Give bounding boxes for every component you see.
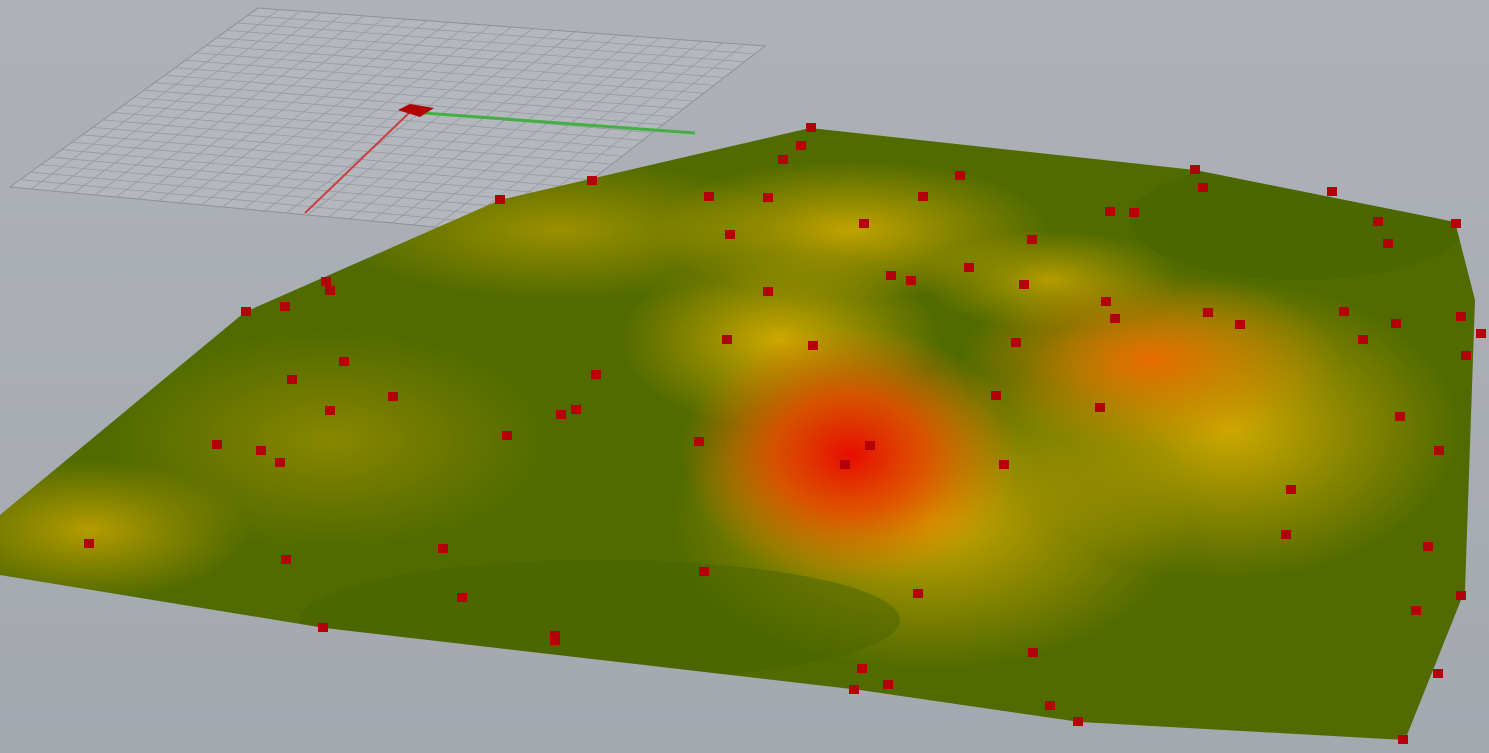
control-point <box>840 460 850 469</box>
control-point <box>495 195 505 204</box>
control-point <box>1327 187 1337 196</box>
control-point <box>1105 207 1115 216</box>
control-point <box>808 341 818 350</box>
control-point <box>1395 412 1405 421</box>
control-point <box>883 680 893 689</box>
control-point <box>280 302 290 311</box>
control-point <box>457 593 467 602</box>
control-point <box>1434 446 1444 455</box>
grid-line <box>51 156 561 204</box>
control-point <box>1101 297 1111 306</box>
control-point <box>918 192 928 201</box>
control-point <box>1286 485 1296 494</box>
control-point <box>857 664 867 673</box>
control-point <box>913 589 923 598</box>
control-point <box>1045 701 1055 710</box>
control-point <box>1095 403 1105 412</box>
grid-line <box>20 179 531 228</box>
control-point <box>1027 235 1037 244</box>
control-point <box>849 685 859 694</box>
control-point <box>1011 338 1021 347</box>
control-point <box>318 623 328 632</box>
control-point <box>1411 606 1421 615</box>
control-point <box>591 370 601 379</box>
control-point <box>339 357 349 366</box>
control-point <box>321 277 331 286</box>
control-points <box>84 123 1486 744</box>
origin-marker <box>398 104 434 117</box>
control-point <box>763 287 773 296</box>
control-point <box>1456 591 1466 600</box>
control-point <box>325 286 335 295</box>
control-point <box>886 271 896 280</box>
control-point <box>1073 717 1083 726</box>
control-point <box>964 263 974 272</box>
control-point <box>84 539 94 548</box>
control-point <box>556 410 566 419</box>
control-point <box>1476 329 1486 338</box>
control-point <box>906 276 916 285</box>
control-point <box>1110 314 1120 323</box>
control-point <box>502 431 512 440</box>
control-point <box>796 141 806 150</box>
control-point <box>778 155 788 164</box>
control-point <box>955 171 965 180</box>
control-point <box>1391 319 1401 328</box>
control-point <box>550 631 560 640</box>
control-point <box>256 446 266 455</box>
control-point <box>1235 320 1245 329</box>
control-point <box>1461 351 1471 360</box>
control-point <box>1398 735 1408 744</box>
control-point <box>704 192 714 201</box>
x-axis <box>304 111 411 214</box>
control-point <box>1383 239 1393 248</box>
control-point <box>722 335 732 344</box>
control-point <box>1198 183 1208 192</box>
control-point <box>281 555 291 564</box>
control-point <box>694 437 704 446</box>
control-point <box>241 307 251 316</box>
control-point <box>1433 669 1443 678</box>
control-point <box>550 636 560 645</box>
control-point <box>699 567 709 576</box>
control-point <box>1339 307 1349 316</box>
control-point <box>806 123 816 132</box>
control-point <box>275 458 285 467</box>
control-point <box>212 440 222 449</box>
control-point <box>865 441 875 450</box>
control-point <box>859 219 869 228</box>
control-point <box>388 392 398 401</box>
control-point <box>1281 530 1291 539</box>
control-point <box>438 544 448 553</box>
control-point <box>725 230 735 239</box>
grid-line <box>30 171 541 220</box>
control-point <box>763 193 773 202</box>
control-point <box>1190 165 1200 174</box>
control-point <box>571 405 581 414</box>
control-point <box>1373 217 1383 226</box>
control-point <box>1456 312 1466 321</box>
control-point <box>1028 648 1038 657</box>
control-point <box>1423 542 1433 551</box>
control-point <box>1019 280 1029 289</box>
control-point <box>587 176 597 185</box>
y-axis <box>409 110 696 135</box>
control-point <box>325 406 335 415</box>
grid-line <box>40 164 551 212</box>
control-point <box>1358 335 1368 344</box>
control-point <box>287 375 297 384</box>
control-point <box>1451 219 1461 228</box>
control-point <box>1203 308 1213 317</box>
control-point <box>1129 208 1139 217</box>
control-point <box>999 460 1009 469</box>
control-point <box>991 391 1001 400</box>
